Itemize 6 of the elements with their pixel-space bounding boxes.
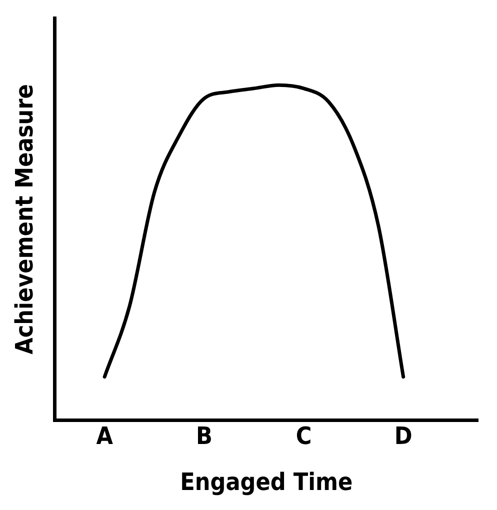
y-axis-title: Achievement Measure bbox=[10, 84, 39, 354]
x-tick-label: B bbox=[196, 422, 212, 450]
x-tick-label: A bbox=[96, 422, 114, 450]
x-tick-label: C bbox=[296, 422, 312, 450]
x-axis-title: Engaged Time bbox=[180, 468, 353, 496]
x-tick-label: D bbox=[394, 422, 412, 450]
